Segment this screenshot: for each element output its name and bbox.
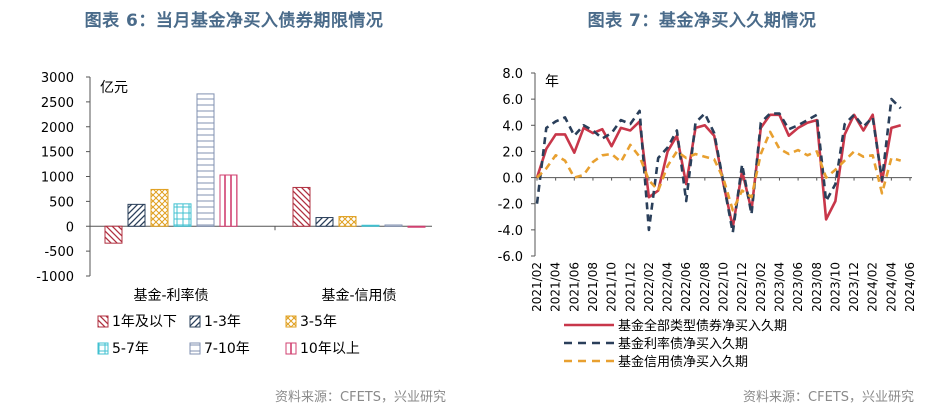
y-tick-label: 4.0: [502, 119, 523, 134]
x-tick-label: 2021/04: [549, 262, 563, 312]
y-tick-label: -2.0: [498, 198, 523, 213]
x-tick-label: 2022/02: [642, 262, 656, 312]
y-tick-label: 1500: [41, 146, 74, 161]
x-tick-label: 2023/04: [772, 262, 786, 312]
right-line-chart: 8.0 6.0 4.0 2.0 0.0 -2.0 -4.0 -6.0 年 2021/02 2021/…: [498, 67, 917, 370]
series-line: [535, 113, 902, 229]
bar: [361, 224, 380, 227]
category-label: 基金-信用债: [321, 287, 396, 304]
series-line: [535, 97, 902, 234]
y-tick-label: -6.0: [498, 250, 523, 265]
bar: [384, 224, 403, 227]
y-tick-label: 2000: [41, 121, 74, 136]
bar: [150, 188, 169, 227]
x-tick-label: 2021/02: [530, 262, 544, 312]
x-tick-label: 2024/02: [866, 262, 880, 312]
x-tick-label: 2021/10: [605, 262, 619, 312]
y-unit-label: 年: [545, 74, 559, 90]
bar: [219, 174, 238, 227]
x-tick-label: 2023/10: [828, 262, 842, 312]
y-tick-label: 6.0: [502, 93, 523, 108]
legend-swatch: [285, 342, 297, 355]
right-source-note: 资料来源：CFETS，兴业研究: [743, 390, 914, 405]
legend-label: 基金全部类型债券净买入久期: [618, 318, 787, 334]
y-tick-label: 0: [66, 220, 74, 235]
y-tick-label: -4.0: [498, 224, 523, 239]
left-chart-panel: 图表 6：当月基金净买入债券期限情况 3000 2500 2000 1500 1000 5…: [36, 11, 446, 405]
x-tick-label: 2024/06: [903, 262, 917, 312]
x-tick-label: 2024/04: [884, 262, 898, 312]
x-tick-label: 2023/02: [754, 262, 768, 312]
y-tick-label: 8.0: [502, 67, 523, 82]
legend-label: 10年以上: [300, 341, 360, 357]
y-tick-label: -1000: [36, 270, 74, 285]
bar: [315, 217, 334, 227]
x-tick-label: 2021/12: [623, 262, 637, 312]
right-chart-panel: 图表 7：基金净买入久期情况 8.0 6.0 4.0 2.0 0.0 -2.0 -4.0 -6…: [468, 0, 936, 413]
legend-swatch: [97, 315, 109, 328]
legend-swatch: [189, 315, 201, 328]
category-label: 基金-利率债: [133, 287, 208, 304]
legend-swatch: [189, 342, 201, 355]
x-tick-label: 2022/10: [717, 262, 731, 312]
bar: [127, 203, 146, 227]
x-tick-label: 2021/06: [567, 262, 581, 312]
x-tick-label: 2021/08: [586, 262, 600, 312]
bar: [104, 225, 123, 244]
y-tick-label: -500: [44, 245, 74, 260]
legend-label: 1-3年: [204, 314, 241, 330]
legend-label: 基金利率债净买入久期: [618, 336, 748, 352]
legend-label: 5-7年: [112, 341, 149, 357]
legend-label: 3-5年: [300, 314, 337, 330]
legend-label: 1年及以下: [112, 314, 177, 330]
legend-swatch: [285, 315, 297, 328]
y-tick-label: 1000: [41, 171, 74, 186]
bar: [407, 225, 426, 228]
x-tick-label: 2022/12: [735, 262, 749, 312]
left-source-note: 资料来源：CFETS，兴业研究: [275, 390, 446, 405]
x-tick-label: 2022/08: [698, 262, 712, 312]
y-tick-label: 2500: [41, 96, 74, 111]
bar: [173, 203, 192, 227]
left-chart-title: 图表 6：当月基金净买入债券期限情况: [84, 11, 384, 31]
y-tick-label: 500: [49, 195, 74, 210]
x-tick-label: 2023/08: [810, 262, 824, 312]
x-tick-label: 2022/04: [661, 262, 675, 312]
legend-label: 7-10年: [204, 341, 250, 357]
x-tick-label: 2023/12: [847, 262, 861, 312]
bar: [292, 186, 311, 227]
x-tick-label: 2023/06: [791, 262, 805, 312]
series-line: [536, 130, 902, 212]
y-unit-label: 亿元: [100, 80, 128, 96]
legend-label: 基金信用债净买入久期: [618, 354, 748, 370]
y-tick-label: 3000: [41, 71, 74, 86]
right-chart-title: 图表 7：基金净买入久期情况: [587, 11, 817, 31]
bar: [338, 216, 357, 227]
x-tick-label: 2022/06: [679, 262, 693, 312]
y-tick-label: 2.0: [502, 145, 523, 160]
left-bar-chart: 3000 2500 2000 1500 1000 500 0 -500 -1000 亿元基金-利率…: [36, 71, 432, 357]
y-tick-label: 0.0: [502, 172, 523, 187]
legend-swatch: [97, 342, 109, 355]
bar: [196, 93, 215, 227]
